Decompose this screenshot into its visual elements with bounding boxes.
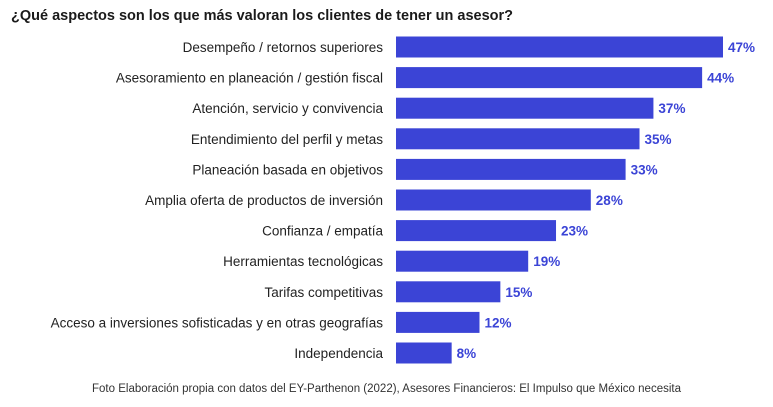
value-label: 47% [728, 40, 755, 55]
bar [396, 250, 529, 272]
bar [396, 311, 480, 333]
value-label: 23% [561, 224, 588, 239]
bar [396, 220, 557, 242]
category-label: Planeación basada en objetivos [192, 162, 383, 177]
category-label: Amplia oferta de productos de inversión [145, 193, 383, 208]
source-note: Foto Elaboración propia con datos del EY… [92, 383, 681, 395]
value-label: 28% [596, 193, 623, 208]
bar [396, 189, 591, 211]
chart-title: ¿Qué aspectos son los que más valoran lo… [11, 8, 514, 24]
bar [396, 36, 723, 58]
category-label: Confianza / empatía [262, 224, 383, 239]
category-label: Independencia [294, 346, 383, 361]
category-label: Herramientas tecnológicas [223, 254, 383, 269]
category-label: Tarifas competitivas [264, 285, 383, 300]
value-label: 44% [707, 71, 734, 86]
category-label: Asesoramiento en planeación / gestión fi… [116, 71, 383, 86]
category-label: Entendimiento del perfil y metas [191, 132, 383, 147]
value-label: 15% [505, 285, 532, 300]
bar [396, 128, 640, 150]
category-label: Desempeño / retornos superiores [183, 40, 384, 55]
value-label: 35% [645, 132, 672, 147]
value-label: 12% [484, 315, 511, 330]
value-label: 37% [658, 101, 685, 116]
category-label: Acceso a inversiones sofisticadas y en o… [51, 315, 384, 330]
bar [396, 158, 626, 180]
category-label: Atención, servicio y convivencia [192, 101, 383, 116]
bar-chart: Desempeño / retornos superiores 47% Asesor… [51, 36, 755, 364]
bar [396, 281, 501, 303]
bar [396, 342, 452, 364]
bar [396, 67, 703, 89]
value-label: 19% [533, 254, 560, 269]
value-label: 8% [457, 346, 477, 361]
value-label: 33% [631, 162, 658, 177]
bar [396, 97, 654, 119]
